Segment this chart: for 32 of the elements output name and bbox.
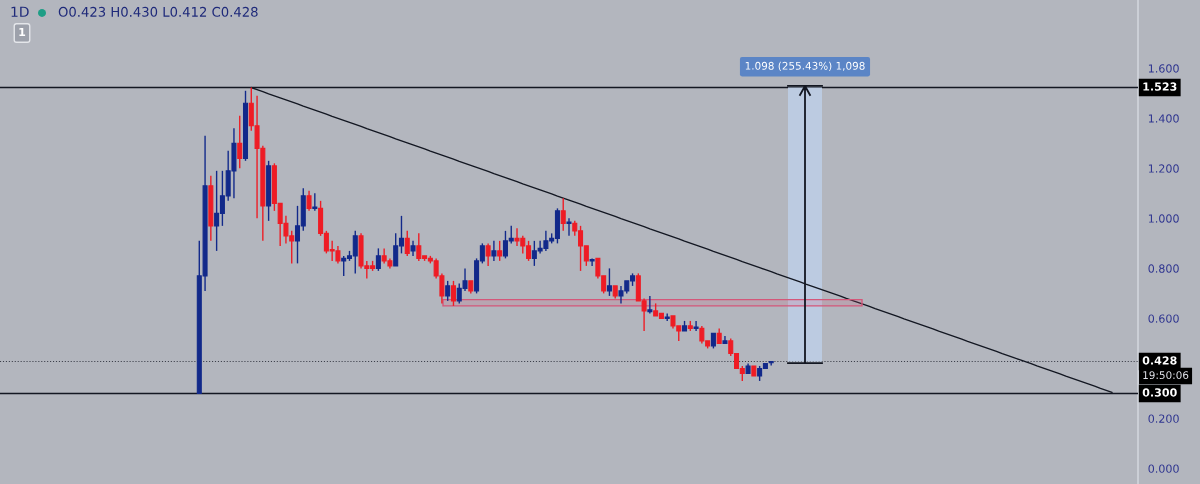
text: 19:50:06 [1143,371,1189,380]
ref-line-label: 0.428 [1142,356,1177,365]
candlestick [375,247,381,272]
candlestick [606,267,612,297]
y-tick-label: 1.000 [1148,214,1179,223]
candlestick [404,230,410,257]
ref-line-label: 1.523 [1143,82,1177,91]
chart-subtitle: O0.423 H0.430 L0.412 C0.428 [58,6,258,17]
y-tick-label: 1.600 [1148,64,1179,73]
annotation: 1 [19,27,26,37]
ref-line-label: 0.300 [1142,388,1177,397]
y-tick-label: 0.800 [1148,264,1179,273]
candlestick [450,280,456,307]
candlestick [589,257,595,267]
chart-title: 1D [11,6,29,17]
candlestick [485,242,491,267]
y-tick-label: 0.600 [1148,314,1179,323]
candlestick [491,240,497,262]
candlestick [497,240,503,262]
candlestick [445,280,451,302]
y-tick-label: 1.200 [1148,164,1179,173]
y-tick-label: 1.400 [1148,114,1179,123]
candlestick [693,320,699,332]
y-tick-label: 0.000 [1148,464,1179,473]
candlestick [306,190,312,212]
candlestick [312,192,318,212]
candlestick [647,295,653,315]
candlestick [237,115,243,170]
annotation: 1.098 (255.43%) 1,098 [745,61,865,71]
y-tick-label: 0.200 [1148,414,1179,423]
candlestick [560,197,566,232]
candlestick [566,217,572,237]
